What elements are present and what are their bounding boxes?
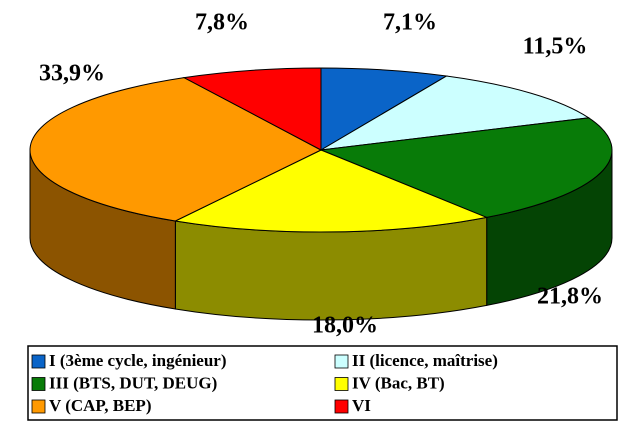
legend-swatch — [31, 354, 46, 369]
legend-swatch — [31, 399, 46, 414]
legend-swatch — [334, 377, 349, 391]
data-label: 7,8% — [195, 10, 249, 36]
legend-swatch — [334, 399, 349, 414]
legend-label: I (3ème cycle, ingénieur) — [49, 351, 227, 370]
slice — [182, 67, 322, 151]
legend-label: V (CAP, BEP) — [49, 396, 151, 415]
legend-label: II (licence, maîtrise) — [352, 351, 498, 370]
data-label: 7,1% — [383, 10, 437, 36]
slice-side — [174, 216, 488, 321]
slice — [29, 77, 323, 222]
slice — [320, 75, 591, 151]
slice — [320, 67, 448, 151]
slice — [319, 117, 613, 218]
legend-swatch — [31, 377, 46, 391]
legend-swatch — [334, 354, 349, 369]
data-label: 18,0% — [312, 313, 378, 339]
legend-box — [27, 345, 618, 421]
legend-label: III (BTS, DUT, DEUG) — [49, 373, 217, 392]
legend-label: VI — [352, 396, 371, 415]
slice — [173, 149, 489, 233]
data-label: 33,9% — [39, 61, 105, 87]
legend-label: IV (Bac, BT) — [352, 373, 445, 392]
data-label: 21,8% — [537, 284, 603, 310]
data-label: 11,5% — [523, 34, 588, 60]
